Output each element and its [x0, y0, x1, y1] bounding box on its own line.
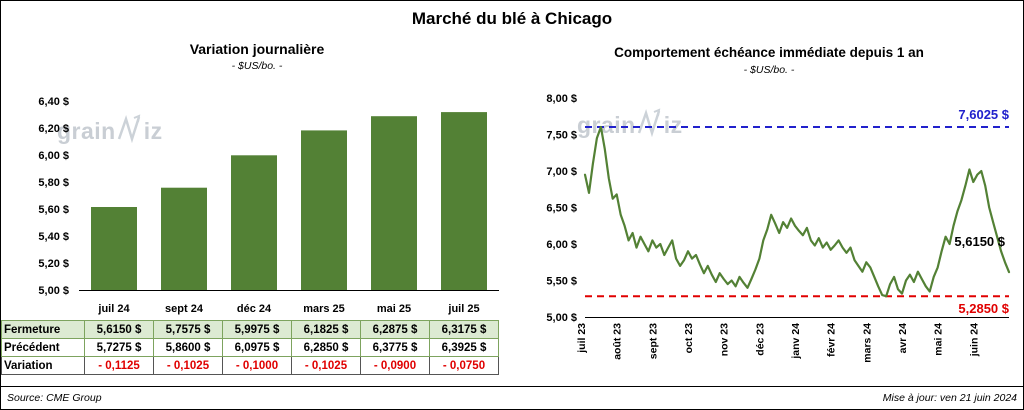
watermark-text: iz	[143, 117, 163, 144]
y-axis-label: 5,60 $	[38, 204, 69, 216]
month-label: mars 24	[861, 323, 873, 363]
zigzag-w-icon	[636, 107, 664, 143]
month-label: oct 23	[683, 323, 695, 354]
table-row-precedent: Précédent 5,7275 $5,8600 $6,0975 $6,2850 …	[1, 338, 499, 357]
y-axis-label: 6,20 $	[38, 123, 69, 135]
y-axis-label: 7,50 $	[546, 130, 577, 142]
bar-chart-subtitle: - $US/bo. -	[231, 60, 283, 72]
x-axis-label: juil 25	[448, 303, 480, 315]
daily-variation-panel: Variation journalière - $US/bo. - grain …	[1, 37, 513, 387]
bar-mars 25	[301, 130, 347, 290]
table-cell: - 0,1125	[84, 356, 154, 375]
bar-sept 24	[161, 187, 207, 290]
table-cell: - 0,1025	[153, 356, 223, 375]
table-cell: 6,2850 $	[291, 338, 361, 357]
high-value-label: 7,6025 $	[958, 107, 1009, 122]
table-row-variation: Variation - 0,1125- 0,1025- 0,1000- 0,102…	[1, 356, 499, 375]
month-label: juin 24	[968, 323, 980, 357]
x-axis-label: sept 24	[165, 303, 203, 315]
line-chart-title: Comportement échéance immédiate depuis 1…	[614, 45, 924, 60]
y-axis-label: 6,00 $	[38, 150, 69, 162]
x-axis-label: juil 24	[98, 303, 130, 315]
month-label: déc 23	[754, 323, 766, 356]
table-cell: 5,6150 $	[84, 320, 154, 339]
table-cell: 6,3925 $	[429, 338, 499, 357]
month-label: août 23	[612, 323, 624, 360]
bar-x-axis-labels: juil 24 sept 24 déc 24 mars 25 mai 25 juil 25	[79, 303, 499, 315]
month-label: févr 24	[826, 323, 838, 357]
table-cell: - 0,1025	[291, 356, 361, 375]
y-axis-label: 7,00 $	[546, 166, 577, 178]
row-label: Variation	[1, 356, 85, 375]
table-cell: 5,9975 $	[222, 320, 292, 339]
y-axis-label: 8,00 $	[546, 93, 577, 105]
table-cell: - 0,1000	[222, 356, 292, 375]
row-label: Fermeture	[1, 320, 85, 339]
table-cell: - 0,0900	[360, 356, 430, 375]
source-label: Source: CME Group	[7, 392, 102, 404]
x-axis-label: mai 25	[376, 303, 412, 315]
bar-chart: 5,00 $ 5,20 $ 5,40 $ 5,60 $ 5,80 $ 6,00 $ 6,20…	[38, 96, 499, 297]
month-label: janv 24	[790, 323, 802, 360]
x-axis-label: mars 25	[303, 303, 345, 315]
low-value-label: 5,2850 $	[958, 301, 1009, 316]
y-axis-label: 5,20 $	[38, 258, 69, 270]
table-cell: - 0,0750	[429, 356, 499, 375]
price-table: Fermeture 5,6150 $5,7575 $5,9975 $6,1825 …	[1, 320, 499, 375]
table-cell: 5,8600 $	[153, 338, 223, 357]
bar-chart-title: Variation journalière	[189, 41, 325, 57]
bar-déc 24	[231, 155, 277, 290]
y-axis-label: 5,00 $	[546, 312, 577, 324]
month-label: sept 23	[647, 323, 659, 359]
watermark-text: iz	[663, 111, 683, 138]
line-chart-subtitle: - $US/bo. -	[743, 64, 795, 76]
table-cell: 6,3775 $	[360, 338, 430, 357]
y-axis-label: 6,40 $	[38, 96, 69, 108]
month-label: mai 24	[933, 323, 945, 356]
last-value-label: 5,6150 $	[954, 234, 1005, 249]
y-axis-label: 5,40 $	[38, 231, 69, 243]
table-cell: 6,2875 $	[360, 320, 430, 339]
table-cell: 5,7275 $	[84, 338, 154, 357]
month-label: avr 24	[897, 323, 909, 354]
table-row-fermeture: Fermeture 5,6150 $5,7575 $5,9975 $6,1825 …	[1, 320, 499, 339]
y-axis-label: 5,00 $	[38, 285, 69, 297]
bar-juil 24	[91, 207, 137, 290]
watermark-text: grain	[577, 111, 636, 138]
front-month-panel: Comportement échéance immédiate depuis 1…	[513, 37, 1023, 387]
bar-juil 25	[441, 112, 487, 290]
row-label: Précédent	[1, 338, 85, 357]
update-date-label: Mise à jour: ven 21 juin 2024	[882, 392, 1017, 404]
watermark-text: grain	[57, 117, 116, 144]
grainwiz-watermark: grain iz	[577, 107, 683, 143]
table-cell: 6,1825 $	[291, 320, 361, 339]
y-axis-label: 5,80 $	[38, 177, 69, 189]
y-axis-label: 6,50 $	[546, 203, 577, 215]
table-cell: 5,7575 $	[153, 320, 223, 339]
line-chart: 5,00 $ 5,50 $ 6,00 $ 6,50 $ 7,00 $ 7,50 $ 8,00…	[546, 93, 1011, 363]
table-cell: 6,3175 $	[429, 320, 499, 339]
x-axis-label: déc 24	[236, 303, 272, 315]
zigzag-w-icon	[116, 113, 144, 149]
price-line	[583, 125, 1011, 298]
month-label: juil 23	[576, 323, 588, 354]
bar-mai 25	[371, 116, 417, 290]
y-axis-label: 5,50 $	[546, 276, 577, 288]
y-axis-label: 6,00 $	[546, 239, 577, 251]
footer-bar: Source: CME Group Mise à jour: ven 21 ju…	[1, 386, 1023, 409]
table-cell: 6,0975 $	[222, 338, 292, 357]
month-label: nov 23	[719, 323, 731, 356]
grainwiz-watermark: grain iz	[57, 113, 163, 149]
page-title: Marché du blé à Chicago	[411, 9, 613, 28]
